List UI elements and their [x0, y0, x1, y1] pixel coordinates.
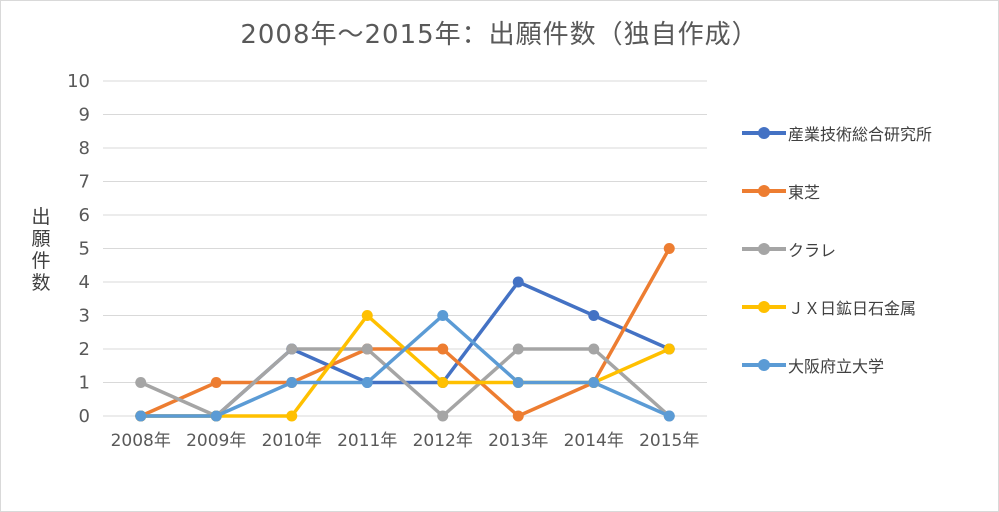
series-1-point-4 [437, 343, 449, 355]
legend-swatch [742, 123, 786, 143]
series-2-point-2 [286, 343, 298, 355]
y-tick-label-1: 1 [79, 373, 90, 394]
y-tick-label-2: 2 [79, 339, 90, 360]
legend-label: 東芝 [788, 182, 821, 202]
series-2-point-6 [588, 343, 600, 355]
series-4-point-6 [588, 377, 600, 388]
series-3-point-4 [437, 377, 449, 388]
series-4-point-0 [135, 410, 147, 422]
y-tick-label-9: 9 [79, 105, 90, 126]
series-3-point-3 [361, 310, 373, 321]
series-line-4 [139, 313, 671, 418]
y-axis-label-char: 出 [31, 206, 51, 228]
y-tick-label-8: 8 [79, 138, 90, 159]
legend-label: クラレ [788, 240, 837, 260]
series-4-point-3 [361, 377, 373, 388]
y-tick-label-7: 7 [79, 172, 90, 193]
series-line-3 [139, 313, 671, 418]
legend-item: ＪＸ日鉱日石金属 [742, 292, 992, 321]
legend-swatch [742, 239, 786, 259]
x-tick-label-5: 2013年 [488, 431, 548, 451]
y-axis-label: 出願件数 [26, 206, 56, 294]
x-tick-label-7: 2015年 [639, 431, 699, 451]
y-tick-label-10: 10 [67, 71, 90, 92]
series-4-point-4 [437, 310, 449, 321]
x-tick-label-6: 2014年 [564, 431, 624, 451]
series-2-point-3 [361, 343, 373, 355]
series-1-point-7 [663, 243, 675, 254]
series-0-point-6 [588, 310, 600, 321]
legend-swatch [742, 355, 786, 375]
y-axis-label-char: 数 [31, 272, 51, 294]
legend-label: 大阪府立大学 [788, 356, 885, 376]
legend-item: 大阪府立大学 [742, 350, 992, 379]
series-line-2 [139, 347, 671, 418]
y-tick-label-5: 5 [79, 239, 90, 260]
series-line-1 [139, 246, 671, 418]
legend-label: ＪＸ日鉱日石金属 [788, 298, 917, 318]
legend-item: クラレ [742, 234, 992, 263]
series-3-point-2 [286, 410, 298, 422]
y-axis-label-char: 件 [31, 250, 51, 272]
series-4-point-2 [286, 377, 298, 388]
series-0-point-5 [512, 276, 524, 288]
series-4-point-7 [663, 410, 675, 422]
series-2-point-4 [437, 410, 449, 422]
legend-label: 産業技術総合研究所 [788, 124, 933, 144]
y-axis-label-char: 願 [31, 228, 51, 250]
x-tick-label-2: 2010年 [262, 431, 322, 451]
series-1-point-5 [512, 410, 524, 422]
y-tick-label-0: 0 [79, 406, 90, 427]
series-4-point-5 [512, 377, 524, 388]
y-tick-label-4: 4 [79, 272, 90, 293]
x-tick-label-1: 2009年 [186, 431, 246, 451]
y-tick-label-6: 6 [79, 205, 90, 226]
x-tick-label-0: 2008年 [111, 431, 171, 451]
x-tick-label-3: 2011年 [337, 431, 397, 451]
chart-title: 2008年～2015年：出願件数（独自作成） [240, 20, 759, 50]
legend-swatch [742, 181, 786, 201]
legend-swatch [742, 297, 786, 317]
series-1-point-1 [210, 377, 222, 388]
legend-item: 産業技術総合研究所 [742, 118, 992, 147]
legend-item: 東芝 [742, 176, 992, 205]
series-3-point-7 [663, 343, 675, 355]
legend: 産業技術総合研究所 東芝クラレ ＪＸ日鉱日石金属 大阪府立大学 [742, 118, 992, 408]
series-4-point-1 [210, 410, 222, 422]
y-tick-label-3: 3 [79, 306, 90, 327]
series-2-point-5 [512, 343, 524, 355]
x-tick-label-4: 2012年 [413, 431, 473, 451]
series-2-point-0 [135, 377, 147, 388]
